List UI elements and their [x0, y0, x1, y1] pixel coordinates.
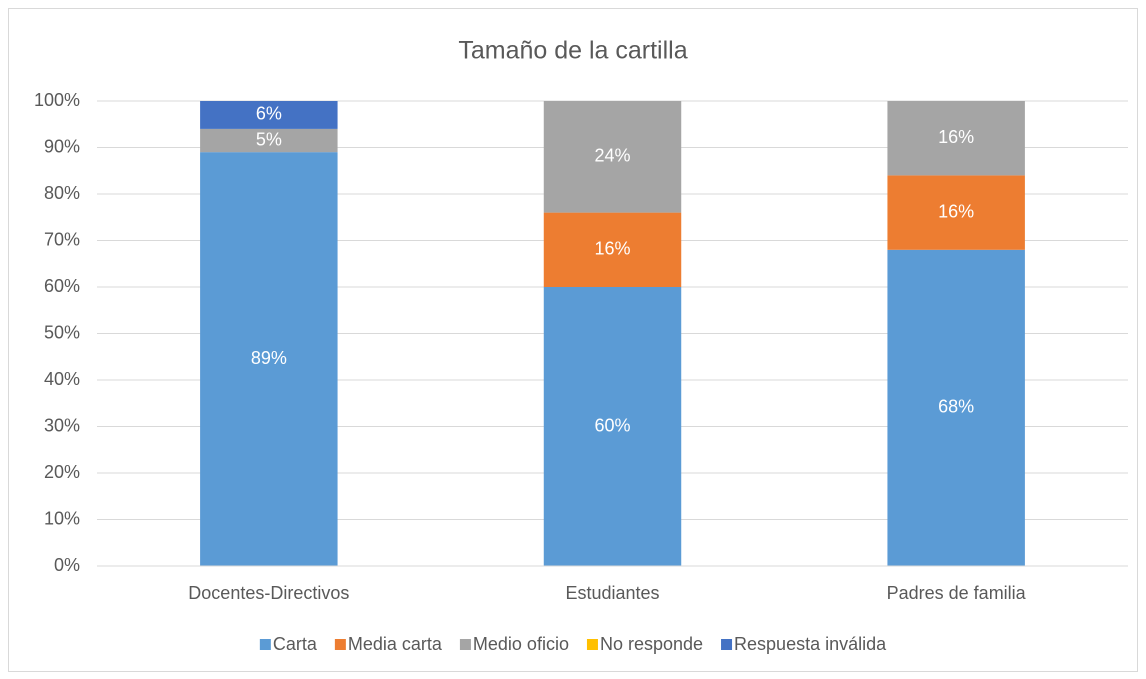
- y-tick-label: 50%: [44, 322, 80, 342]
- data-label: 16%: [594, 239, 630, 259]
- y-tick-label: 30%: [44, 415, 80, 435]
- bar-segment: [200, 152, 338, 566]
- legend-label: No responde: [600, 634, 703, 654]
- y-tick-label: 10%: [44, 508, 80, 528]
- data-label: 5%: [256, 129, 282, 149]
- bar-segment: [543, 212, 682, 287]
- legend-label: Respuesta inválida: [734, 634, 887, 654]
- data-label: 68%: [938, 397, 974, 417]
- data-label: 16%: [938, 201, 974, 221]
- legend-swatch: [721, 639, 733, 650]
- y-tick-label: 20%: [44, 462, 80, 482]
- x-tick-label: Docentes-Directivos: [188, 583, 349, 603]
- data-label: 24%: [594, 146, 630, 166]
- data-label: 60%: [594, 415, 630, 435]
- bar-segment: [543, 287, 682, 566]
- legend-label: Media carta: [348, 634, 443, 654]
- x-tick-label: Padres de familia: [887, 583, 1027, 603]
- bar-segment: [200, 128, 338, 153]
- bar-segment: [887, 175, 1025, 250]
- y-tick-label: 60%: [44, 276, 80, 296]
- legend-swatch: [586, 639, 598, 650]
- legend-swatch: [334, 639, 346, 650]
- bar-segment: [887, 101, 1025, 176]
- data-label: 89%: [251, 348, 287, 368]
- data-label: 16%: [938, 127, 974, 147]
- y-tick-label: 90%: [44, 136, 80, 156]
- y-tick-label: 40%: [44, 369, 80, 389]
- y-tick-label: 70%: [44, 229, 80, 249]
- legend-label: Medio oficio: [473, 634, 569, 654]
- bar-segment: [887, 249, 1025, 567]
- bar-segment: [200, 101, 338, 129]
- legend-label: Carta: [273, 634, 318, 654]
- legend-swatch: [259, 639, 271, 650]
- chart-title: Tamaño de la cartilla: [458, 37, 687, 65]
- x-tick-label: Estudiantes: [565, 583, 659, 603]
- y-tick-label: 100%: [34, 90, 80, 110]
- y-tick-label: 80%: [44, 183, 80, 203]
- bar-segment: [543, 101, 682, 213]
- legend-swatch: [459, 639, 471, 650]
- data-label: 6%: [256, 104, 282, 124]
- y-tick-label: 0%: [54, 555, 80, 575]
